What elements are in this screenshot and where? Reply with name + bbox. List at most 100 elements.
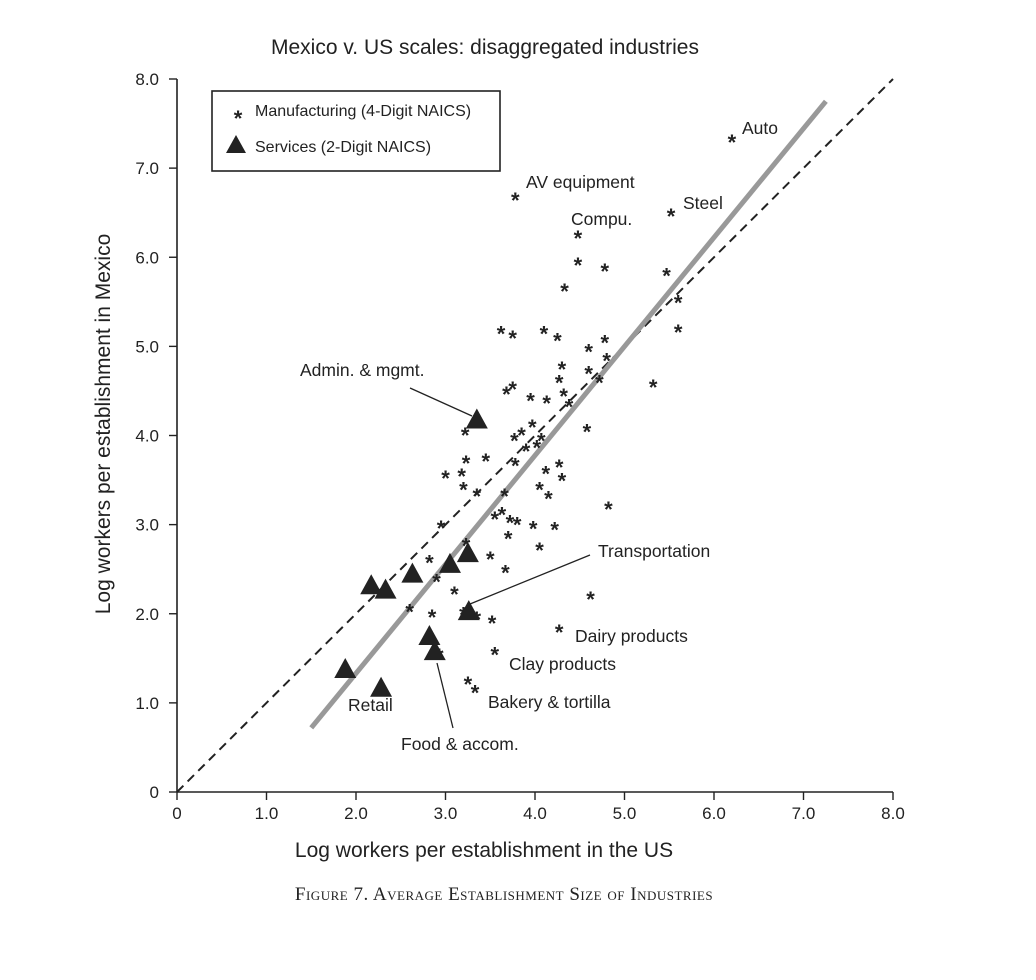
leader-line-admin-mgmt [409,387,473,417]
manufacturing-point: * [437,516,446,541]
manufacturing-point: * [508,326,517,351]
y-tick-label: 0 [150,783,159,802]
annotation-transportation: Transportation [598,541,710,561]
manufacturing-point: * [535,478,544,503]
legend-triangle-icon [226,135,246,153]
manufacturing-point: * [473,484,482,509]
annotation-bakery-tortilla: Bakery & tortilla [488,692,611,712]
manufacturing-point: * [405,600,414,625]
manufacturing-point: * [667,204,676,229]
x-tick-label: 6.0 [702,804,726,823]
manufacturing-point: * [526,388,535,413]
manufacturing-point: * [537,429,546,454]
y-tick-label: 4.0 [135,427,159,446]
figure-caption: Figure 7. Average Establishment Size of … [294,884,714,905]
manufacturing-point: * [560,279,569,304]
services-point [465,408,488,429]
manufacturing-point: * [501,560,510,585]
manufacturing-point: * [450,582,459,607]
manufacturing-point: * [586,587,595,612]
manufacturing-point: * [728,130,737,155]
legend-box [211,90,501,172]
manufacturing-point: * [555,455,564,480]
y-tick-label: 1.0 [135,694,159,713]
manufacturing-point: * [601,259,610,284]
x-axis-label: Log workers per establishment in the US [295,839,673,862]
fitted-line [309,99,828,730]
manufacturing-point: * [528,415,537,440]
legend-item-services: Services (2-Digit NAICS) [255,139,431,156]
manufacturing-point: * [553,329,562,354]
x-tick-label: 5.0 [613,804,637,823]
manufacturing-point: * [517,423,526,448]
services-point [370,676,393,697]
chart-title: Mexico v. US scales: disaggregated indus… [271,36,699,59]
manufacturing-point: * [544,486,553,511]
manufacturing-point: * [674,320,683,345]
manufacturing-point: * [481,449,490,474]
manufacturing-point: * [604,497,613,522]
services-point [457,600,480,621]
manufacturing-point: * [490,642,499,667]
plot-area: 0 1.0 2.0 3.0 4.0 5.0 6.0 7.0 8.0 0 1.0 2.0 3.0 4.0 5.… [135,70,904,823]
services-point [423,640,446,661]
x-tick-label: 2.0 [344,804,368,823]
annotations: Auto AV equipment Steel Compu. Admin. & … [300,118,778,754]
manufacturing-point: * [584,339,593,364]
manufacturing-point: * [486,547,495,572]
services-point [401,562,424,583]
y-tick-label: 7.0 [135,159,159,178]
manufacturing-point: * [461,423,470,448]
legend-item-manufacturing: Manufacturing (4-Digit NAICS) [255,103,471,120]
y-tick-label: 3.0 [135,516,159,535]
y-tick-label: 2.0 [135,605,159,624]
manufacturing-point: * [541,461,550,486]
manufacturing-point: * [508,377,517,402]
manufacturing-point: * [459,478,468,503]
annotation-steel: Steel [683,193,723,213]
y-axis-label: Log workers per establishment in Mexico [92,234,115,615]
x-tick-label: 0 [172,804,181,823]
manufacturing-point: * [540,322,549,347]
x-tick-label: 3.0 [434,804,458,823]
manufacturing-point: * [555,620,564,645]
manufacturing-point: * [471,681,480,706]
services-point [418,625,441,646]
x-tick-label: 8.0 [881,804,905,823]
scatter-chart: Mexico v. US scales: disaggregated indus… [92,36,905,862]
manufacturing-point: * [558,469,567,494]
services-point [374,578,397,599]
manufacturing-point: * [504,527,513,552]
x-tick-label: 4.0 [523,804,547,823]
manufacturing-point: * [500,484,509,509]
manufacturing-point: * [649,375,658,400]
x-tick-label: 7.0 [792,804,816,823]
services-point [438,552,461,573]
manufacturing-point: * [511,188,520,213]
manufacturing-point: * [555,371,564,396]
leader-line-transportation [469,554,591,605]
manufacturing-point: * [510,429,519,454]
legend-asterisk-icon: * [234,106,243,131]
annotation-clay-products: Clay products [509,654,616,674]
manufacturing-point: * [583,420,592,445]
forty-five-degree-line [176,78,894,793]
annotation-av-equipment: AV equipment [526,172,635,192]
manufacturing-point: * [490,507,499,532]
manufacturing-point: * [457,464,466,489]
annotation-compu: Compu. [571,209,632,229]
y-tick-label: 6.0 [135,248,159,267]
manufacturing-point: * [441,466,450,491]
x-tick-label: 1.0 [255,804,279,823]
manufacturing-point: * [574,226,583,251]
manufacturing-point: * [542,391,551,416]
manufacturing-point: * [565,395,574,420]
manufacturing-point: * [674,290,683,315]
manufacturing-point: * [464,672,473,697]
manufacturing-point: * [432,569,441,594]
annotation-auto: Auto [742,118,778,138]
manufacturing-point: * [602,348,611,373]
y-tick-label: 5.0 [135,337,159,356]
manufacturing-point: * [559,384,568,409]
manufacturing-point: * [522,439,531,464]
